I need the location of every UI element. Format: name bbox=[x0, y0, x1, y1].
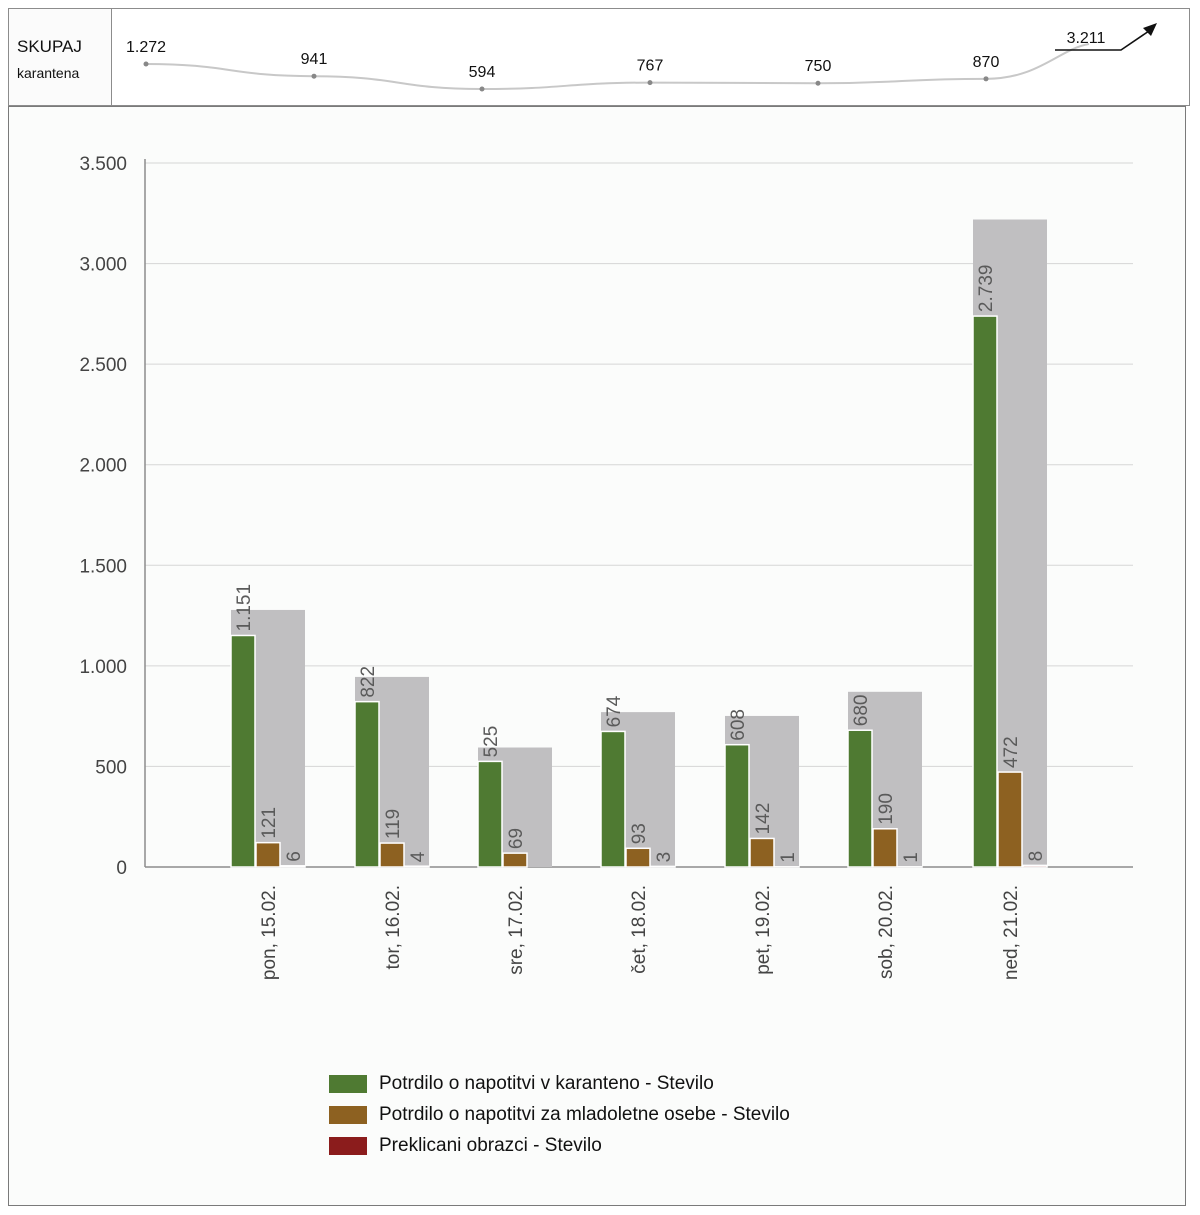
category-label: tor, 16.02. bbox=[383, 885, 404, 970]
arrow-line bbox=[1055, 30, 1150, 51]
legend-label-revoked: Preklicani obrazci - Stevilo bbox=[379, 1135, 602, 1156]
data-bar bbox=[280, 865, 306, 868]
data-bar bbox=[625, 847, 651, 868]
category-label: čet, 18.02. bbox=[629, 885, 650, 974]
category-label: ned, 21.02. bbox=[1001, 885, 1022, 980]
data-bar bbox=[379, 842, 405, 868]
data-label: 1 bbox=[901, 852, 922, 863]
data-bar bbox=[972, 315, 998, 868]
category-label: sob, 20.02. bbox=[876, 885, 897, 979]
data-label: 8 bbox=[1026, 851, 1047, 862]
kpi-label-box: SKUPAJ karantena bbox=[9, 9, 112, 105]
y-tick-label: 1.000 bbox=[79, 657, 127, 678]
kpi-point bbox=[815, 80, 821, 86]
kpi-point bbox=[311, 73, 317, 79]
data-bar bbox=[724, 743, 750, 868]
arrow-up-right-icon bbox=[1055, 23, 1157, 51]
kpi-strip: SKUPAJ karantena 1.272 941 594 767 750 870 3.2… bbox=[8, 8, 1190, 106]
bar-chart: 0 500 1.000 1.500 2.000 2.500 3.000 3.500 1.151 1… bbox=[79, 154, 1133, 980]
category-label: pon, 15.02. bbox=[259, 885, 280, 980]
y-tick-label: 500 bbox=[95, 757, 127, 778]
data-bar bbox=[354, 700, 380, 868]
chart-panel: 0 500 1.000 1.500 2.000 2.500 3.000 3.500 1.151 1… bbox=[8, 106, 1186, 1206]
data-label: 680 bbox=[851, 695, 872, 727]
legend-swatch-minors bbox=[329, 1106, 367, 1124]
kpi-value: 750 bbox=[805, 58, 832, 75]
y-tick-label: 3.500 bbox=[79, 154, 127, 175]
data-label: 1 bbox=[778, 852, 799, 863]
y-tick-label: 1.500 bbox=[79, 556, 127, 577]
data-label: 6 bbox=[284, 851, 305, 862]
kpi-point bbox=[143, 61, 149, 67]
data-label: 119 bbox=[383, 809, 404, 839]
data-label: 121 bbox=[259, 807, 280, 839]
data-label: 525 bbox=[481, 726, 502, 758]
data-label: 4 bbox=[408, 851, 429, 862]
data-bar bbox=[404, 865, 430, 868]
data-bar bbox=[502, 852, 528, 868]
data-bar bbox=[997, 771, 1023, 868]
kpi-sparkline: 1.272 941 594 767 750 870 3.211 bbox=[126, 23, 1157, 92]
data-label: 93 bbox=[629, 823, 650, 844]
legend-swatch-quarantine bbox=[329, 1075, 367, 1093]
kpi-value: 941 bbox=[301, 51, 328, 68]
data-bar bbox=[600, 730, 626, 868]
kpi-value: 1.272 bbox=[126, 39, 166, 56]
kpi-value: 594 bbox=[469, 64, 496, 81]
kpi-trend-line bbox=[145, 43, 1090, 91]
data-bar bbox=[847, 729, 873, 868]
data-label: 2.739 bbox=[976, 265, 997, 313]
data-label: 1.151 bbox=[234, 584, 255, 632]
data-label: 142 bbox=[753, 803, 774, 835]
kpi-title: SKUPAJ bbox=[17, 37, 82, 56]
data-bar bbox=[872, 828, 898, 868]
data-bar bbox=[650, 865, 676, 868]
data-label: 822 bbox=[358, 666, 379, 698]
arrow-head bbox=[1143, 23, 1157, 36]
legend-label-minors: Potrdilo o napotitvi za mladoletne osebe… bbox=[379, 1104, 790, 1125]
kpi-point bbox=[983, 76, 989, 82]
kpi-point bbox=[647, 80, 653, 86]
data-bar bbox=[749, 837, 775, 868]
kpi-final-value: 3.211 bbox=[1067, 30, 1106, 47]
kpi-value: 767 bbox=[637, 58, 664, 75]
kpi-point bbox=[479, 86, 485, 92]
legend-label-quarantine: Potrdilo o napotitvi v karanteno - Stevi… bbox=[379, 1073, 714, 1094]
data-bar bbox=[477, 760, 503, 868]
data-label: 190 bbox=[876, 793, 897, 825]
legend-swatch-revoked bbox=[329, 1137, 367, 1155]
kpi-value: 870 bbox=[973, 54, 1000, 71]
kpi-subtitle: karantena bbox=[17, 65, 80, 81]
data-label: 69 bbox=[506, 828, 527, 849]
data-bar bbox=[1022, 864, 1048, 868]
y-tick-label: 2.000 bbox=[79, 456, 127, 477]
category-label: sre, 17.02. bbox=[506, 885, 527, 975]
y-tick-label: 2.500 bbox=[79, 355, 127, 376]
category-label: pet, 19.02. bbox=[753, 885, 774, 975]
data-label: 674 bbox=[604, 695, 625, 727]
y-tick-label: 0 bbox=[116, 858, 127, 879]
data-label: 608 bbox=[728, 709, 749, 741]
data-label: 3 bbox=[654, 852, 675, 863]
data-bar bbox=[255, 841, 281, 868]
y-tick-label: 3.000 bbox=[79, 255, 127, 276]
data-bar bbox=[230, 634, 256, 868]
data-label: 472 bbox=[1001, 736, 1022, 768]
